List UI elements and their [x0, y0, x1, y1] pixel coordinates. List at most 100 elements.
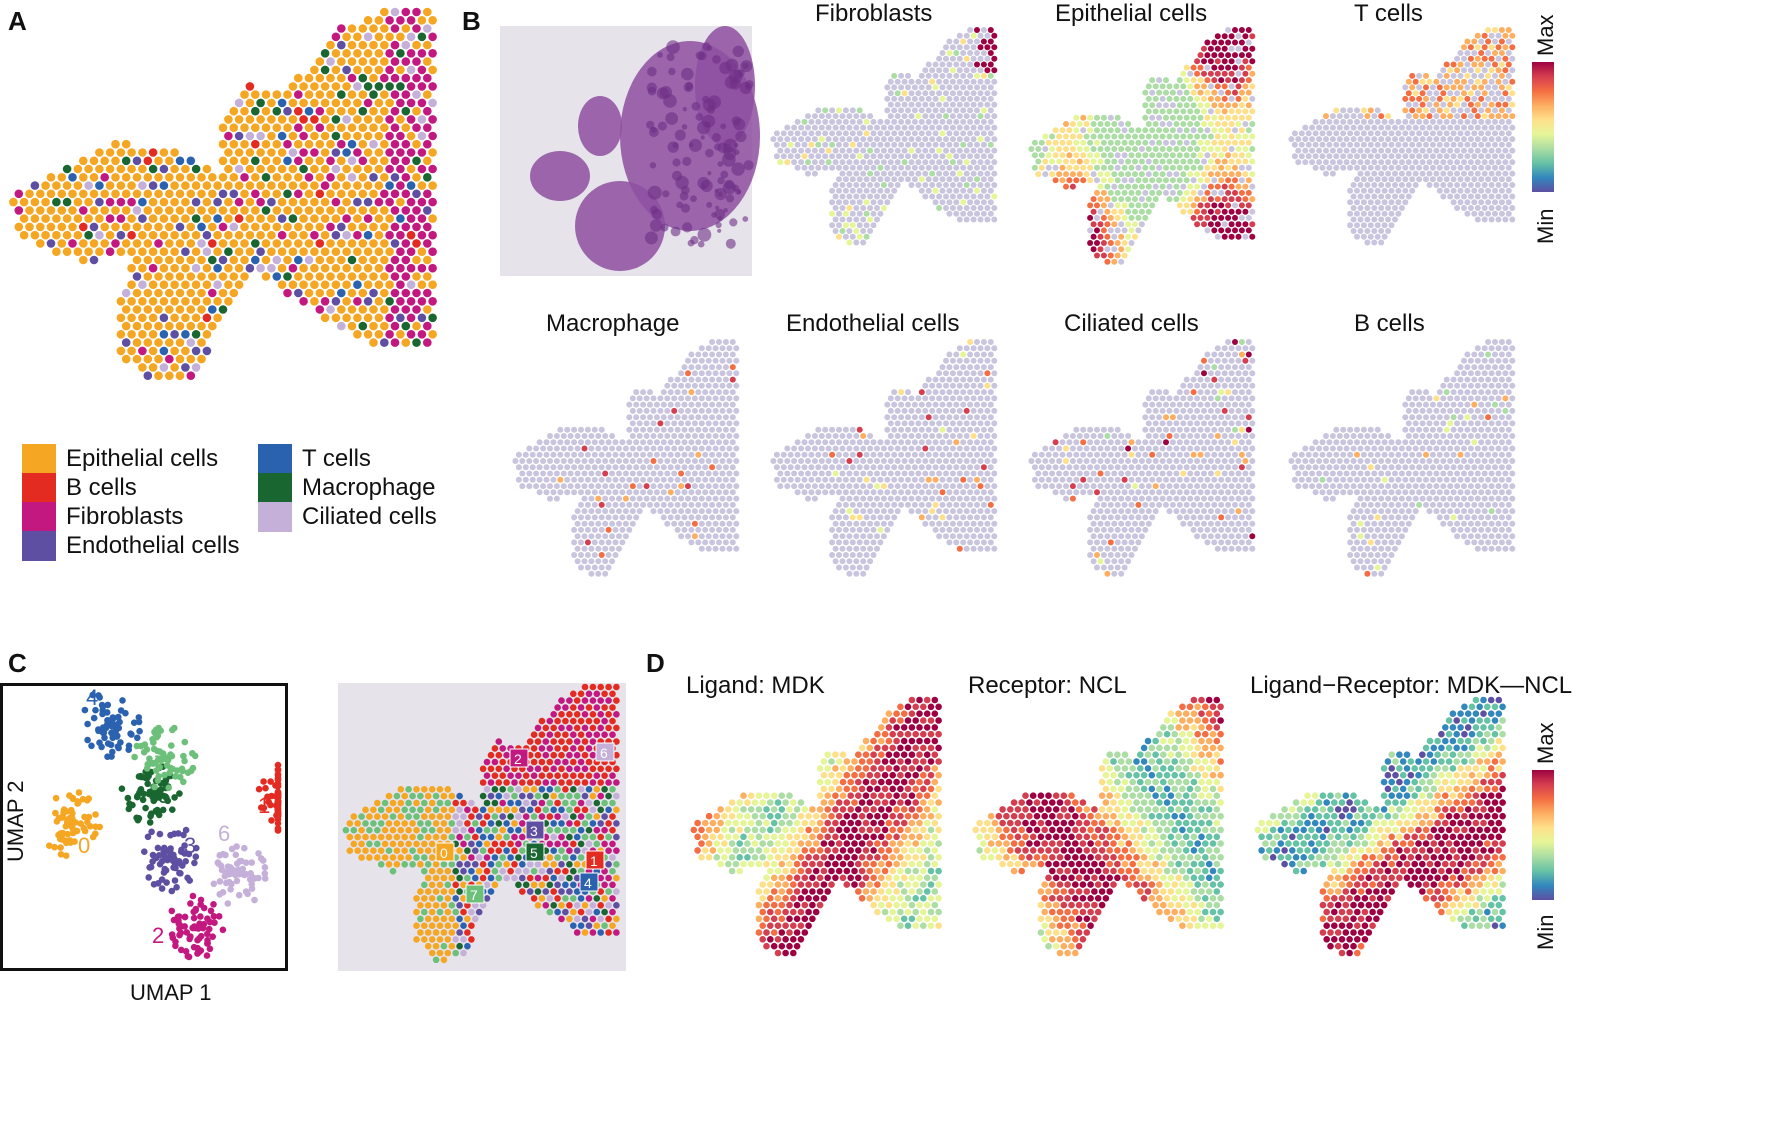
expression-spot: [1149, 152, 1156, 159]
cell-type-spot: [390, 156, 400, 166]
expression-spot: [1156, 177, 1163, 184]
expression-spot: [960, 107, 967, 114]
expression-spot: [1416, 84, 1423, 91]
expression-spot: [1505, 50, 1512, 56]
expression-spot: [853, 216, 860, 223]
expression-spot: [1083, 445, 1090, 452]
expression-spot: [956, 193, 963, 200]
expression-spot: [712, 407, 719, 414]
cell-type-spot: [234, 131, 244, 141]
expression-spot: [1163, 89, 1169, 96]
expression-spot: [698, 533, 705, 540]
expression-spot: [1180, 171, 1187, 178]
expression-spot: [1111, 196, 1118, 203]
expression-spot: [1149, 414, 1156, 421]
expression-spot: [733, 445, 740, 452]
expression-spot: [1214, 146, 1221, 152]
expression-spot: [1211, 77, 1218, 84]
expression-spot: [894, 113, 901, 120]
cell-type-spot: [428, 247, 437, 256]
cell-type-spot: [342, 164, 351, 174]
expression-spot: [1495, 78, 1502, 85]
expression-spot: [1211, 439, 1218, 446]
expression-spot: [1242, 208, 1249, 215]
expression-spot: [1104, 233, 1111, 240]
cell-type-spot: [320, 230, 330, 240]
cell-type-spot: [331, 98, 341, 108]
expression-spot: [849, 176, 856, 183]
expression-spot: [1197, 102, 1204, 109]
expression-spot: [1173, 183, 1180, 190]
expression-spot: [829, 164, 836, 171]
expression-spot: [1225, 464, 1232, 471]
cell-type-spot: [251, 255, 260, 265]
expression-spot: [1194, 407, 1201, 414]
tissue-texture: [695, 51, 705, 60]
expression-spot: [567, 470, 574, 477]
expression-spot: [729, 439, 736, 446]
cell-type-spot: [342, 230, 351, 240]
cell-type-spot: [240, 222, 249, 232]
expression-spot: [939, 107, 946, 114]
expression-spot: [1360, 141, 1367, 148]
expression-spot: [1138, 146, 1145, 152]
expression-spot: [977, 458, 984, 464]
cell-type-spot: [170, 247, 179, 256]
expression-spot: [925, 401, 932, 408]
expression-spot: [963, 370, 970, 377]
expression-spot: [1094, 164, 1100, 171]
expression-spot: [1471, 84, 1478, 91]
expression-spot: [1402, 141, 1409, 148]
expression-spot: [1190, 102, 1197, 109]
expression-spot: [901, 407, 908, 414]
expression-spot: [1481, 182, 1488, 188]
expression-spot: [1111, 121, 1118, 127]
cell-type-spot: [138, 164, 147, 174]
expression-spot: [657, 495, 664, 502]
expression-spot: [1094, 426, 1100, 433]
expression-spot: [891, 141, 898, 148]
expression-spot: [1367, 141, 1374, 148]
expression-spot: [1305, 141, 1312, 148]
expression-spot: [791, 445, 798, 452]
cell-type-spot: [363, 98, 373, 108]
expression-spot: [678, 445, 685, 452]
expression-spot: [1076, 470, 1083, 477]
expression-spot: [1485, 95, 1492, 102]
expression-spot: [953, 141, 960, 148]
expression-spot: [818, 470, 825, 477]
expression-spot: [1398, 205, 1405, 211]
cell-type-spot: [374, 49, 384, 58]
expression-spot: [629, 508, 636, 515]
cell-type-spot: [245, 148, 255, 157]
expression-spot: [1038, 464, 1045, 471]
expression-spot: [1118, 470, 1125, 477]
expression-spot: [636, 508, 643, 515]
expression-spot: [1378, 136, 1385, 143]
expression-spot: [911, 141, 918, 148]
expression-spot: [1073, 177, 1080, 184]
cell-type-spot: [304, 73, 314, 83]
expression-spot: [949, 170, 956, 177]
legend-item: T cells: [258, 444, 371, 474]
expression-spot: [1111, 133, 1118, 140]
expression-spot: [884, 414, 891, 421]
expression-spot: [977, 495, 984, 502]
expression-spot: [849, 153, 856, 160]
expression-spot: [1135, 189, 1142, 196]
expression-spot: [880, 124, 887, 131]
cell-type-spot: [406, 148, 416, 157]
expression-spot: [1080, 464, 1087, 471]
expression-spot: [664, 458, 671, 464]
expression-spot: [1245, 414, 1252, 421]
expression-spot: [943, 205, 949, 211]
expression-spot: [853, 113, 860, 120]
expression-spot: [974, 164, 980, 171]
expression-spot: [1242, 458, 1249, 464]
expression-spot: [839, 558, 846, 565]
expression-spot: [960, 451, 967, 458]
expression-spot: [1488, 113, 1495, 120]
expression-spot: [1166, 95, 1173, 102]
cell-type-spot: [315, 239, 325, 248]
expression-spot: [667, 376, 674, 383]
